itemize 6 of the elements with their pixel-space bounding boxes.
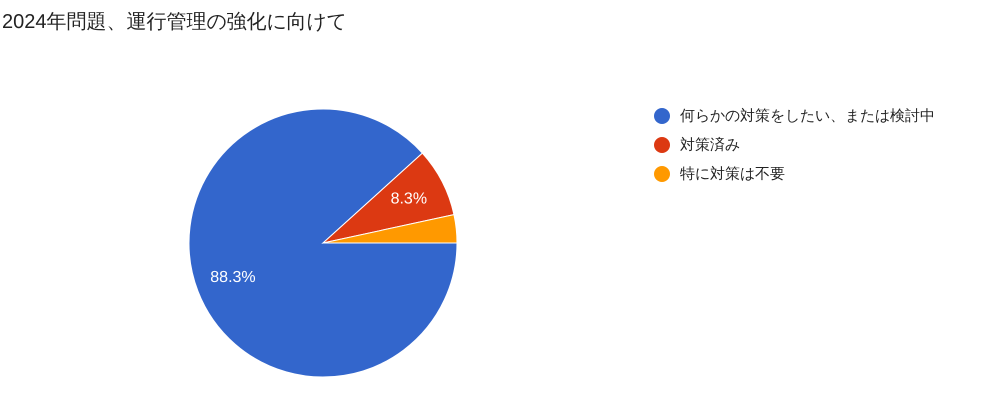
- data-label: 88.3%: [210, 269, 256, 286]
- legend-label: 特に対策は不要: [680, 166, 785, 182]
- chart-title: 2024年問題、運行管理の強化に向けて: [2, 11, 346, 33]
- legend-label: 対策済み: [680, 136, 740, 154]
- data-label: 8.3%: [390, 190, 428, 208]
- legend-label: 何らかの対策をしたい、または検討中: [680, 108, 935, 124]
